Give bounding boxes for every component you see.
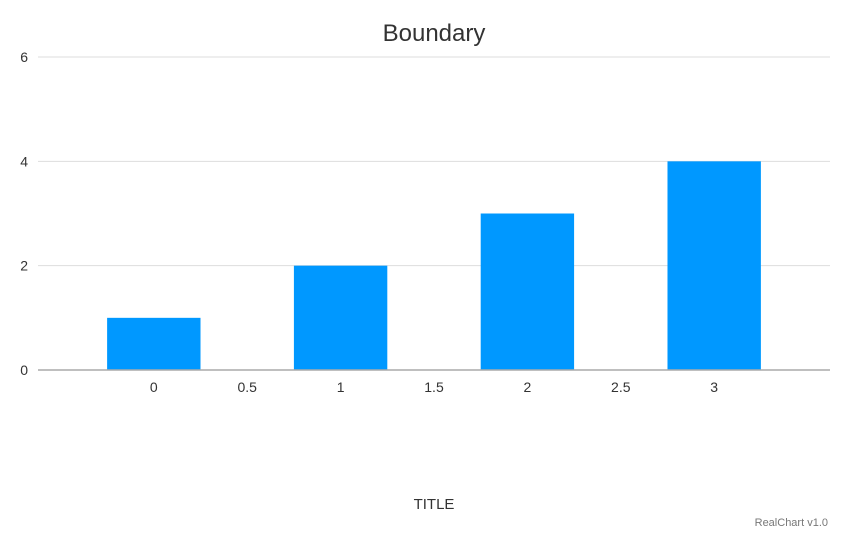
y-tick-label: 2 xyxy=(20,258,28,274)
x-tick-label: 2 xyxy=(523,379,531,395)
x-tick-label: 1.5 xyxy=(424,379,444,395)
bar[interactable] xyxy=(667,161,761,370)
bar[interactable] xyxy=(107,317,201,370)
y-axis-ticks: 0 2 4 6 xyxy=(20,49,28,378)
bar[interactable] xyxy=(480,213,575,371)
x-tick-label: 0.5 xyxy=(237,379,257,395)
credit-label[interactable]: RealChart v1.0 xyxy=(755,517,828,529)
x-tick-label: 0 xyxy=(150,379,158,395)
x-tick-label: 1 xyxy=(337,379,345,395)
y-tick-label: 4 xyxy=(20,153,28,169)
x-tick-label: 2.5 xyxy=(611,379,631,395)
y-tick-label: 0 xyxy=(20,362,28,378)
x-axis-ticks: 0 0.5 1 1.5 2 2.5 3 xyxy=(150,379,718,395)
bars xyxy=(107,161,761,370)
y-tick-label: 6 xyxy=(20,49,28,65)
bar[interactable] xyxy=(293,265,388,370)
chart-title: Boundary xyxy=(383,20,486,47)
x-axis-title: TITLE xyxy=(414,496,455,513)
x-tick-label: 3 xyxy=(710,379,718,395)
